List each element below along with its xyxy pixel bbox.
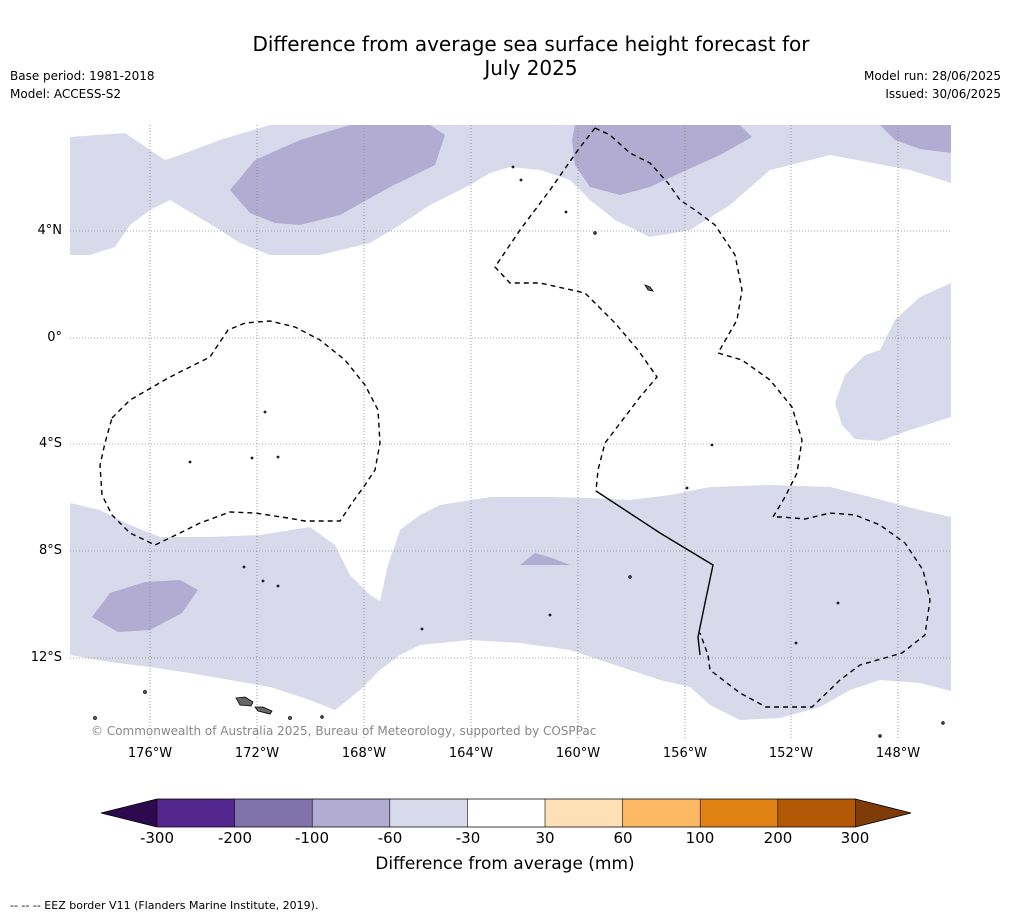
colorbar-segment-7 (622, 799, 701, 827)
colorbar-segment-9 (777, 799, 856, 827)
islands (93, 165, 945, 738)
anomaly-patch-south-central (520, 553, 570, 565)
lon-label-156w: 156°W (662, 746, 708, 761)
colorbar-tick: 60 (613, 829, 633, 847)
colorbar-segment-2 (234, 799, 313, 827)
lon-label-152w: 152°W (768, 746, 814, 761)
lat-label-equator: 0° (47, 330, 62, 345)
anomaly-patch-north-central (572, 125, 752, 195)
map-panel (70, 125, 951, 738)
lon-label-160w: 160°W (555, 746, 601, 761)
colorbar-tick: -60 (377, 829, 403, 847)
anomaly-band-north (70, 125, 951, 255)
colorbar-segment-5 (467, 799, 545, 827)
colorbar-tick: 200 (763, 829, 793, 847)
lon-label-176w: 176°W (127, 746, 173, 761)
meta-right: Model run: 28/06/2025 Issued: 30/06/2025 (864, 67, 1001, 103)
title-line-2: July 2025 (484, 56, 578, 80)
colorbar-segment-1 (157, 799, 235, 827)
gridlines (70, 125, 951, 738)
eez-footnote: -- -- -- EEZ border V11 (Flanders Marine… (10, 899, 319, 912)
lon-label-172w: 172°W (234, 746, 280, 761)
colorbar-tick: -200 (217, 829, 253, 847)
colorbar (100, 798, 912, 828)
colorbar-dividers (156, 799, 856, 827)
lon-label-164w: 164°W (448, 746, 494, 761)
lon-label-168w: 168°W (341, 746, 387, 761)
anomaly-patch-east (835, 283, 951, 441)
anomaly-patch-sw (92, 580, 198, 632)
colorbar-title: Difference from average (mm) (375, 854, 635, 874)
issued-date: Issued: 30/06/2025 (885, 87, 1001, 101)
meta-left: Base period: 1981-2018 Model: ACCESS-S2 (10, 67, 155, 103)
copyright-notice: © Commonwealth of Australia 2025, Bureau… (91, 724, 597, 738)
colorbar-tick: 100 (685, 829, 715, 847)
lat-label-4n: 4°N (37, 223, 63, 238)
colorbar-segment-4 (389, 799, 468, 827)
colorbar-tick: 300 (840, 829, 870, 847)
base-period: Base period: 1981-2018 (10, 69, 155, 83)
anomaly-patch-nw (230, 125, 445, 225)
colorbar-extend-high (855, 799, 911, 827)
colorbar-segment-3 (312, 799, 390, 827)
lat-label-8s: 8°S (38, 543, 62, 558)
colorbar-tick: 30 (535, 829, 555, 847)
colorbar-extend-low (101, 799, 157, 827)
maritime-boundary-solid (595, 490, 714, 656)
chart-title: Difference from average sea surface heig… (181, 32, 881, 80)
colorbar-segment-8 (700, 799, 778, 827)
eez-borders (99, 127, 931, 708)
model-name: Model: ACCESS-S2 (10, 87, 122, 101)
colorbar-tick: -300 (139, 829, 175, 847)
lat-label-12s: 12°S (30, 650, 62, 665)
colorbar-tick: -100 (294, 829, 330, 847)
colorbar-segment-6 (545, 799, 623, 827)
lat-label-4s: 4°S (38, 436, 62, 451)
map-svg (70, 125, 951, 738)
anomaly-band-south (70, 485, 951, 720)
lon-label-148w: 148°W (875, 746, 921, 761)
model-run: Model run: 28/06/2025 (863, 69, 1001, 83)
title-line-1: Difference from average sea surface heig… (252, 32, 810, 56)
colorbar-tick: -30 (455, 829, 481, 847)
